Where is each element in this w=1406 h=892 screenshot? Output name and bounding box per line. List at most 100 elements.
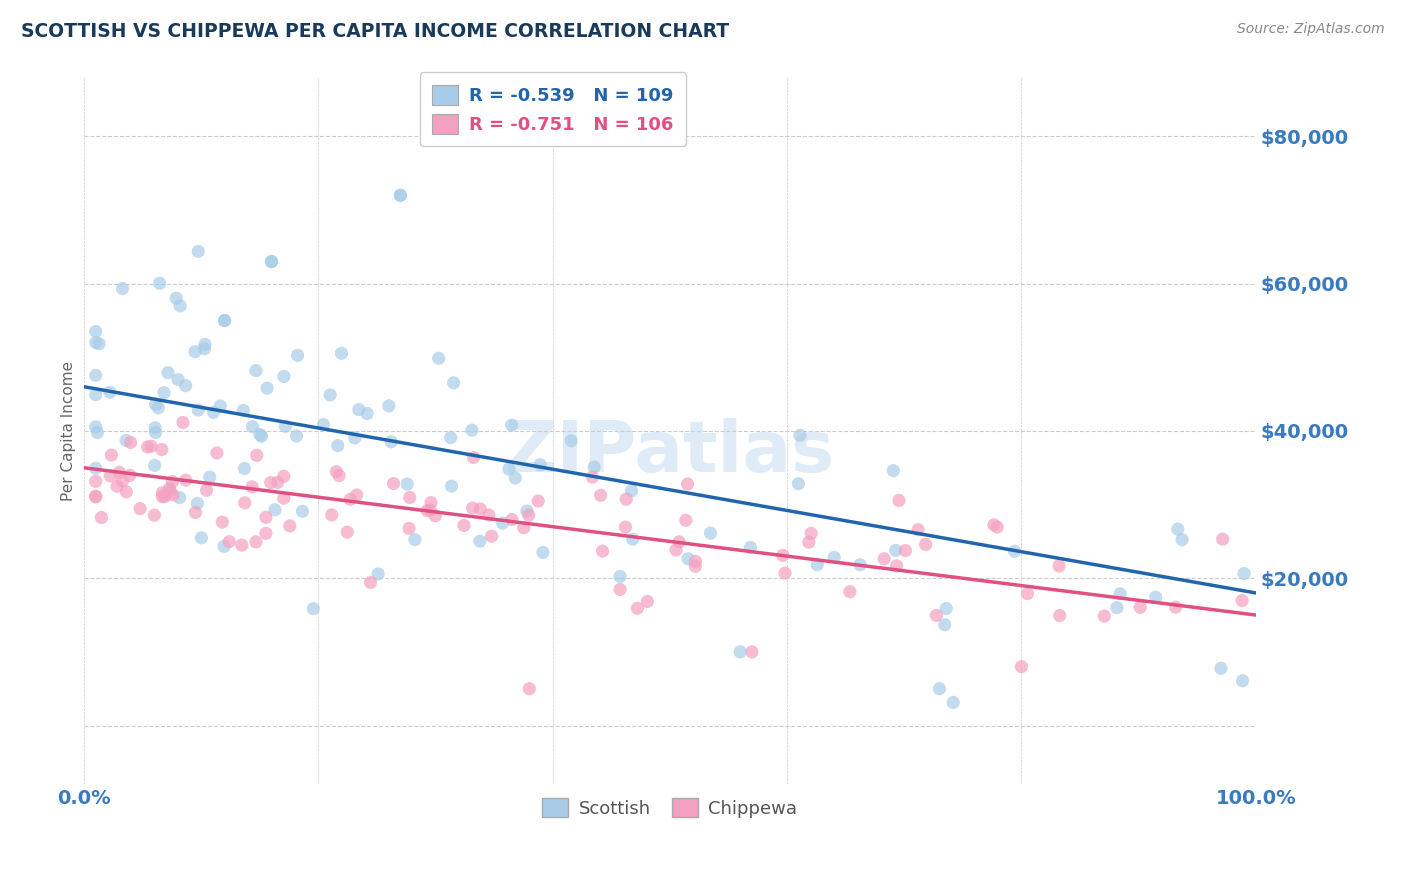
Point [503, 471, 526, 485]
Point [233, 496, 256, 510]
Point [1011, 659, 1033, 673]
Point [285, 429, 308, 443]
Point [274, 419, 297, 434]
Point [1230, 593, 1253, 607]
Point [560, 434, 582, 448]
Point [312, 417, 335, 432]
Point [1017, 586, 1039, 600]
Point [367, 566, 389, 581]
Point [194, 337, 217, 351]
Point [928, 681, 950, 696]
Point [184, 344, 207, 359]
Point [1212, 532, 1234, 546]
Point [145, 397, 167, 411]
Point [478, 508, 501, 522]
Point [273, 491, 295, 506]
Point [90, 510, 112, 524]
Point [156, 366, 179, 380]
Point [167, 372, 190, 386]
Point [1049, 608, 1071, 623]
Point [529, 458, 551, 472]
Point [129, 501, 152, 516]
Point [614, 520, 637, 534]
Point [806, 558, 828, 572]
Point [1105, 600, 1128, 615]
Point [1129, 600, 1152, 615]
Point [461, 501, 484, 516]
Point [894, 543, 917, 558]
Point [165, 291, 187, 305]
Point [740, 541, 762, 555]
Point [115, 434, 138, 448]
Point [419, 503, 441, 517]
Point [159, 484, 181, 499]
Point [620, 483, 643, 498]
Point [501, 512, 523, 526]
Point [86, 425, 108, 440]
Point [699, 526, 721, 541]
Point [153, 490, 176, 504]
Point [89, 336, 111, 351]
Point [443, 376, 465, 390]
Point [609, 582, 631, 597]
Point [273, 469, 295, 483]
Point [153, 385, 176, 400]
Point [626, 601, 648, 615]
Point [787, 476, 810, 491]
Point [174, 473, 197, 487]
Point [212, 540, 235, 554]
Point [162, 488, 184, 502]
Point [120, 435, 142, 450]
Point [145, 425, 167, 440]
Point [396, 477, 419, 491]
Point [150, 442, 173, 457]
Point [501, 418, 523, 433]
Point [425, 508, 447, 523]
Point [531, 545, 554, 559]
Point [232, 403, 254, 417]
Point [108, 465, 131, 479]
Point [925, 608, 948, 623]
Point [254, 510, 277, 524]
Point [260, 254, 283, 268]
Point [378, 399, 401, 413]
Point [148, 401, 170, 415]
Point [675, 513, 697, 527]
Y-axis label: Per Capita Income: Per Capita Income [60, 361, 76, 501]
Point [84, 368, 107, 383]
Point [492, 516, 515, 530]
Point [287, 348, 309, 362]
Point [789, 428, 811, 442]
Point [98, 468, 121, 483]
Point [84, 489, 107, 503]
Point [849, 558, 872, 572]
Point [470, 502, 492, 516]
Point [198, 470, 221, 484]
Point [240, 480, 263, 494]
Point [440, 431, 463, 445]
Point [184, 505, 207, 519]
Point [838, 584, 860, 599]
Point [143, 508, 166, 523]
Point [453, 518, 475, 533]
Point [187, 403, 209, 417]
Point [100, 448, 122, 462]
Point [273, 369, 295, 384]
Point [416, 503, 439, 517]
Point [326, 439, 349, 453]
Point [214, 313, 236, 327]
Point [420, 495, 443, 509]
Point [907, 523, 929, 537]
Point [346, 488, 368, 502]
Point [427, 351, 450, 366]
Point [249, 427, 271, 442]
Point [609, 569, 631, 583]
Point [665, 542, 688, 557]
Point [741, 645, 763, 659]
Point [250, 429, 273, 443]
Point [398, 491, 420, 505]
Point [330, 346, 353, 360]
Point [527, 494, 550, 508]
Point [336, 525, 359, 540]
Point [187, 244, 209, 259]
